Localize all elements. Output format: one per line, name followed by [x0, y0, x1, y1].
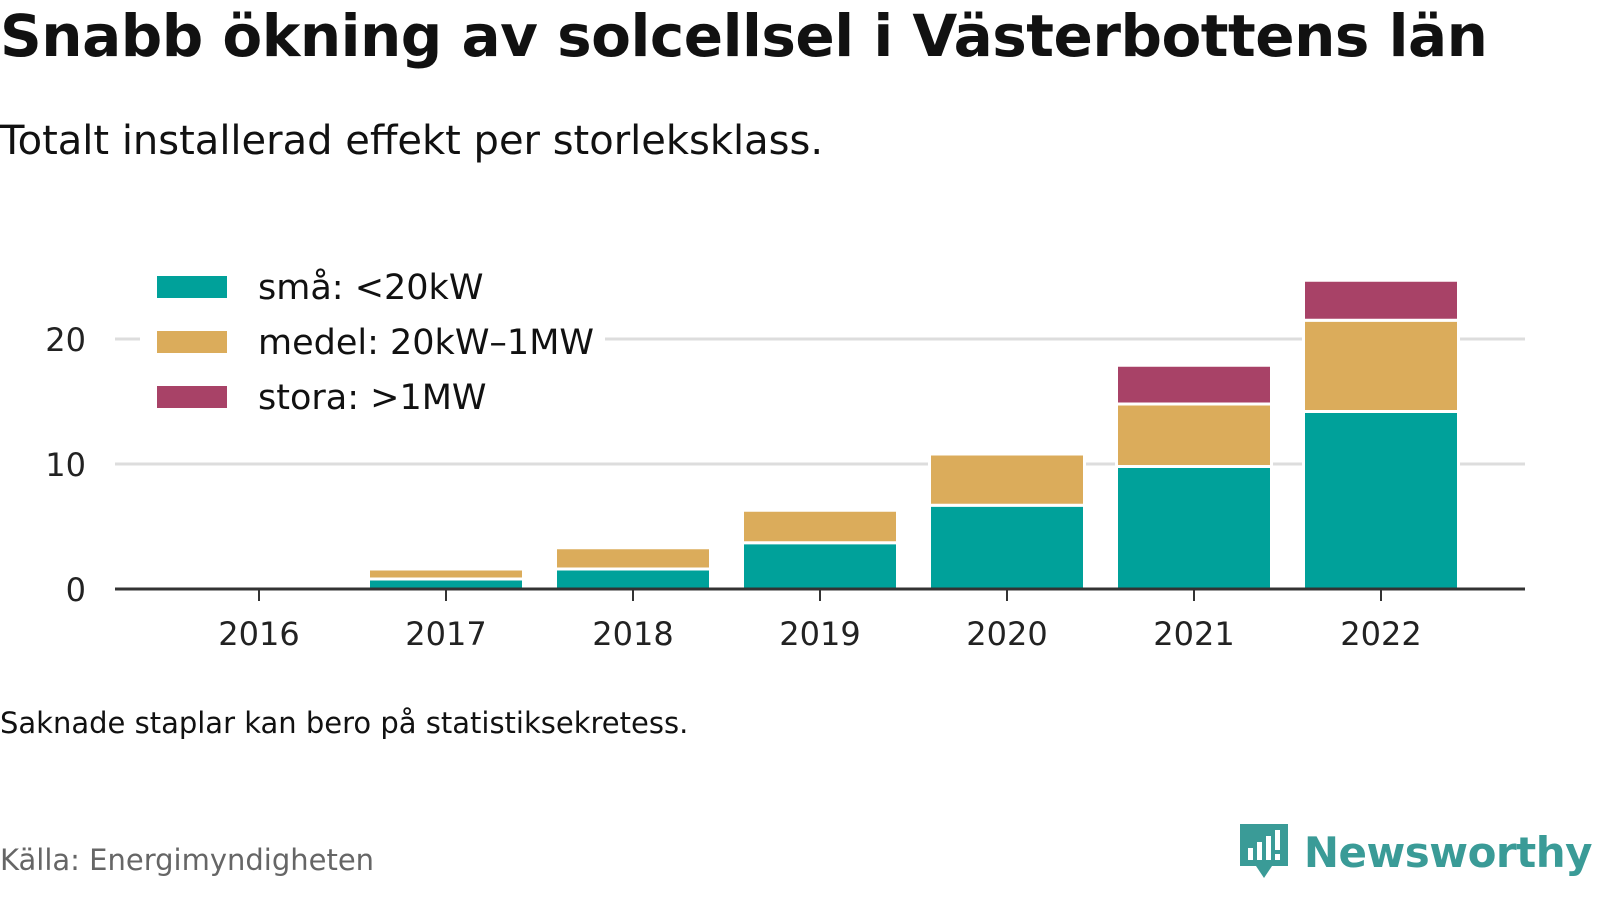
bar-segment [928, 503, 1086, 591]
bar-segment [928, 452, 1086, 507]
legend-swatch [157, 276, 227, 298]
bar-segment [741, 541, 899, 591]
legend-label: små: <20kW [258, 267, 483, 308]
x-tick-label: 2019 [779, 615, 860, 653]
x-tick-label: 2021 [1153, 615, 1234, 653]
legend: små: <20kW medel: 20kW–1MW stora: >1MW [140, 260, 605, 435]
bar-segment [741, 508, 899, 545]
bar-segment [1302, 318, 1460, 413]
brand-logo: Newsworthy [1238, 822, 1593, 882]
bar-segment [367, 567, 525, 581]
y-tick-label: 10 [45, 446, 86, 484]
bar-segment [1302, 410, 1460, 591]
legend-label: medel: 20kW–1MW [258, 323, 594, 363]
bar-segment [554, 567, 712, 591]
legend-label: stora: >1MW [258, 378, 487, 418]
newsworthy-logo-icon [1239, 824, 1288, 878]
x-tick-label: 2018 [592, 615, 673, 653]
bar-segment [1115, 363, 1273, 406]
axes: 0 10 20 2016 2017 2018 2019 2020 2021 2022 [45, 321, 1525, 653]
brand-name: Newsworthy [1303, 827, 1593, 877]
bar-segment [1115, 402, 1273, 468]
legend-swatch [157, 386, 227, 408]
bar-segment [1302, 278, 1460, 322]
x-tick-label: 2016 [218, 615, 299, 653]
x-tick-label: 2020 [966, 615, 1047, 653]
stacked-bar-chart: 0 10 20 2016 2017 2018 2019 2020 2021 2022 små: <… [45, 260, 1525, 653]
x-tick-label: 2022 [1340, 615, 1421, 653]
bar-segment [554, 546, 712, 571]
source-text: Källa: Energimyndigheten [0, 843, 375, 877]
bars [367, 278, 1460, 591]
y-tick-label: 0 [66, 571, 86, 609]
legend-swatch [157, 331, 227, 353]
y-tick-label: 20 [45, 321, 86, 359]
bar-segment [1115, 465, 1273, 591]
chart-title: Snabb ökning av solcellsel i Västerbotte… [0, 2, 1488, 70]
footnote: Saknade staplar kan bero på statistiksek… [0, 706, 689, 740]
chart-subtitle: Totalt installerad effekt per storlekskl… [0, 118, 824, 164]
x-tick-label: 2017 [405, 615, 486, 653]
